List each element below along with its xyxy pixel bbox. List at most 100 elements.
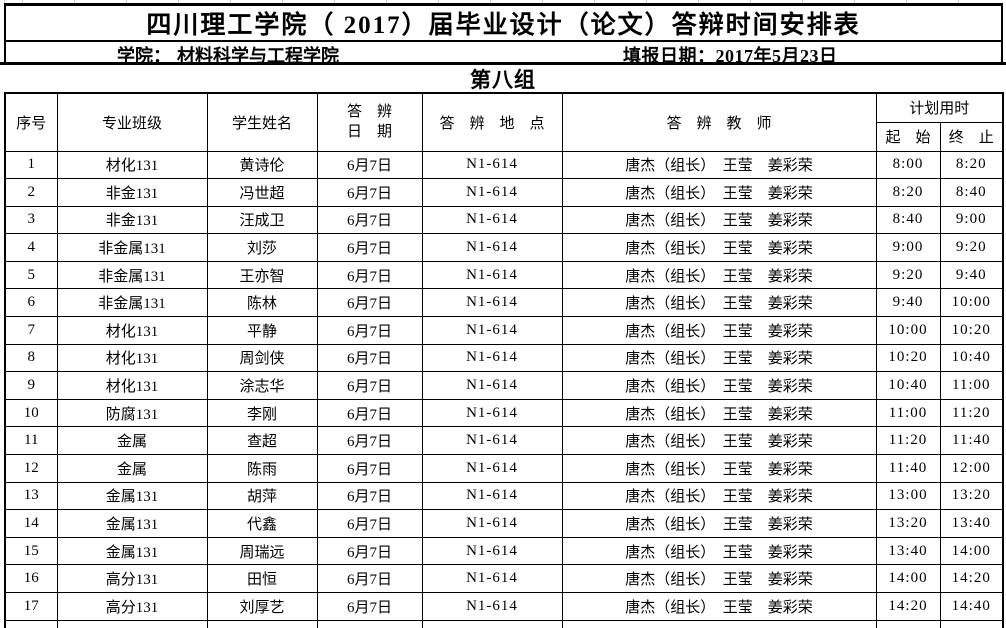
cell-location: N1-614 <box>421 371 563 400</box>
fill-date-label: 填报日期： <box>623 46 716 66</box>
cell-location: N1-614 <box>421 233 563 262</box>
cell-start: 11:40 <box>875 454 941 483</box>
college-value: 材料科学与工程学院 <box>177 46 339 66</box>
cell-major-class: 非金131 <box>56 178 208 207</box>
cell-location: N1-614 <box>421 592 563 621</box>
cell-date: 6月7日 <box>316 288 423 318</box>
cell-start: 8:40 <box>875 205 941 235</box>
cell-major-class: 金属 <box>56 454 208 483</box>
cell-index: 7 <box>4 316 58 345</box>
cell-date: 6月7日 <box>316 592 423 621</box>
cell-end: 14:20 <box>939 564 1004 593</box>
header-end-time: 终 止 <box>939 121 1004 152</box>
cell-location: N1-614 <box>421 288 563 318</box>
cell-index: 5 <box>4 260 58 290</box>
table-row <box>4 619 1004 628</box>
table-row: 4 非金属131 刘莎 6月7日 N1-614 唐杰（组长） 王莹 姜彩荣 9:00 9:20 <box>4 233 1004 262</box>
cell-end: 11:20 <box>939 398 1004 428</box>
cell-end: 10:40 <box>939 343 1004 373</box>
cell-student-name: 陈雨 <box>206 454 318 483</box>
cell-location: N1-614 <box>421 178 563 207</box>
cell-end: 10:20 <box>939 316 1004 345</box>
cell-major-class: 非金属131 <box>56 233 208 262</box>
cell-teachers: 唐杰（组长） 王莹 姜彩荣 <box>561 288 877 318</box>
cell-student-name: 李刚 <box>206 398 318 428</box>
cell-teachers: 唐杰（组长） 王莹 姜彩荣 <box>561 316 877 345</box>
header-student-name: 学生姓名 <box>206 92 318 152</box>
cell-major-class: 高分131 <box>56 592 208 621</box>
fill-date: 填报日期：2017年5月23日 <box>623 42 838 68</box>
header-defense-location: 答 辨 地 点 <box>421 92 563 152</box>
cell-start: 9:40 <box>875 288 941 318</box>
cell-student-name: 周剑侠 <box>206 343 318 373</box>
cell-end: 13:20 <box>939 481 1004 511</box>
cell-end: 11:00 <box>939 371 1004 400</box>
table-row: 15 金属131 周瑞远 6月7日 N1-614 唐杰（组长） 王莹 姜彩荣 13:40 14… <box>4 536 1004 566</box>
cell-teachers <box>561 619 877 628</box>
cell-major-class: 防腐131 <box>56 398 208 428</box>
cell-teachers: 唐杰（组长） 王莹 姜彩荣 <box>561 398 877 428</box>
cell-index: 17 <box>4 592 58 621</box>
table-row: 1 材化131 黄诗伦 6月7日 N1-614 唐杰（组长） 王莹 姜彩荣 8:00 8:20 <box>4 150 1004 180</box>
cell-major-class: 材化131 <box>56 343 208 373</box>
cell-end: 14:00 <box>939 536 1004 566</box>
cell-major-class <box>56 619 208 628</box>
cell-index: 2 <box>4 178 58 207</box>
table-row: 10 防腐131 李刚 6月7日 N1-614 唐杰（组长） 王莹 姜彩荣 11:00 11:… <box>4 398 1004 428</box>
cell-date: 6月7日 <box>316 316 423 345</box>
cell-date: 6月7日 <box>316 509 423 538</box>
cell-start: 13:40 <box>875 536 941 566</box>
cell-student-name: 汪成卫 <box>206 205 318 235</box>
group-title-text: 第八组 <box>470 67 536 92</box>
cell-start: 10:00 <box>875 316 941 345</box>
cell-teachers: 唐杰（组长） 王莹 姜彩荣 <box>561 233 877 262</box>
cell-start: 9:00 <box>875 233 941 262</box>
cell-student-name: 冯世超 <box>206 178 318 207</box>
cell-major-class: 金属131 <box>56 481 208 511</box>
cell-start: 11:00 <box>875 398 941 428</box>
cell-student-name: 周瑞远 <box>206 536 318 566</box>
cell-location: N1-614 <box>421 343 563 373</box>
cell-location: N1-614 <box>421 260 563 290</box>
cell-teachers: 唐杰（组长） 王莹 姜彩荣 <box>561 260 877 290</box>
cell-teachers: 唐杰（组长） 王莹 姜彩荣 <box>561 178 877 207</box>
cell-date: 6月7日 <box>316 536 423 566</box>
cell-date: 6月7日 <box>316 398 423 428</box>
cell-start: 9:20 <box>875 260 941 290</box>
table-row: 14 金属131 代鑫 6月7日 N1-614 唐杰（组长） 王莹 姜彩荣 13:20 13:… <box>4 509 1004 538</box>
header-defense-date: 答 辨 日 期 <box>316 92 423 152</box>
spreadsheet-gridline-strip <box>0 0 1006 3</box>
table-row: 17 高分131 刘厚艺 6月7日 N1-614 唐杰（组长） 王莹 姜彩荣 14:20 14… <box>4 592 1004 621</box>
cell-teachers: 唐杰（组长） 王莹 姜彩荣 <box>561 343 877 373</box>
header-defense-teachers: 答 辨 教 师 <box>561 92 877 152</box>
header-start-time: 起 始 <box>875 121 941 152</box>
cell-end: 8:40 <box>939 178 1004 207</box>
cell-location <box>421 619 563 628</box>
cell-index: 9 <box>4 371 58 400</box>
cell-end: 12:00 <box>939 454 1004 483</box>
cell-location: N1-614 <box>421 564 563 593</box>
cell-major-class: 高分131 <box>56 564 208 593</box>
cell-end: 14:40 <box>939 592 1004 621</box>
cell-teachers: 唐杰（组长） 王莹 姜彩荣 <box>561 509 877 538</box>
cell-end: 8:20 <box>939 150 1004 180</box>
cell-start: 8:20 <box>875 178 941 207</box>
table-header: 序号 专业班级 学生姓名 答 辨 日 期 答 辨 地 点 答 辨 教 师 计划用… <box>4 92 1004 152</box>
cell-index: 6 <box>4 288 58 318</box>
cell-index: 10 <box>4 398 58 428</box>
cell-start: 11:20 <box>875 426 941 456</box>
page-title: 四川理工学院（ 2017）届毕业设计（论文）答辩时间安排表 <box>4 3 1003 42</box>
cell-location: N1-614 <box>421 316 563 345</box>
cell-end <box>939 619 1004 628</box>
header-defense-date-line2: 日 期 <box>346 124 392 141</box>
cell-index: 8 <box>4 343 58 373</box>
cell-index: 4 <box>4 233 58 262</box>
cell-student-name: 黄诗伦 <box>206 150 318 180</box>
cell-major-class: 材化131 <box>56 371 208 400</box>
cell-start: 8:00 <box>875 150 941 180</box>
cell-major-class: 金属131 <box>56 509 208 538</box>
cell-date <box>316 619 423 628</box>
cell-student-name: 刘厚艺 <box>206 592 318 621</box>
cell-student-name: 刘莎 <box>206 233 318 262</box>
cell-date: 6月7日 <box>316 205 423 235</box>
